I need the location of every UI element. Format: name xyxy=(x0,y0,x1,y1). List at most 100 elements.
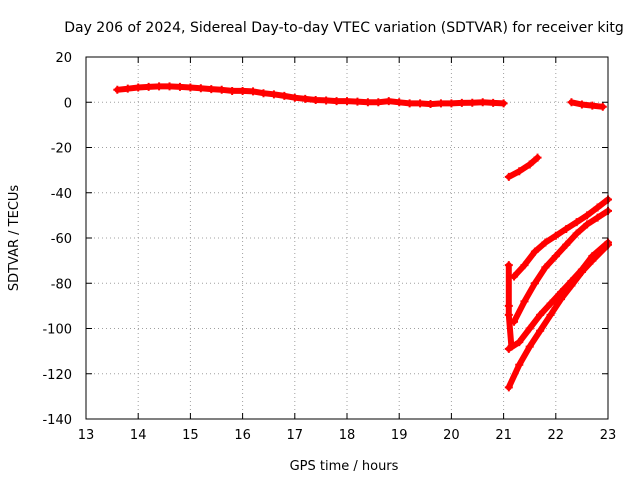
series-trace xyxy=(505,154,541,180)
x-tick-label: 18 xyxy=(339,428,356,443)
data-point xyxy=(504,383,513,392)
series-7 xyxy=(504,240,612,392)
data-point xyxy=(468,98,477,107)
x-tick-label: 13 xyxy=(78,428,95,443)
data-point xyxy=(546,299,555,308)
x-tick-label: 16 xyxy=(234,428,251,443)
data-point xyxy=(499,99,508,108)
data-point xyxy=(536,310,545,319)
data-point xyxy=(436,99,445,108)
data-point xyxy=(583,211,592,220)
data-point xyxy=(207,85,216,94)
data-point xyxy=(572,218,581,227)
data-point xyxy=(530,247,539,256)
data-point xyxy=(165,82,174,91)
y-axis-label: SDTVAR / TECUs xyxy=(7,185,22,292)
series-trace xyxy=(114,83,507,108)
y-tick-label: -40 xyxy=(51,187,72,202)
x-tick-label: 20 xyxy=(443,428,460,443)
data-point xyxy=(520,297,529,306)
data-point xyxy=(520,261,529,270)
y-tick-label: -100 xyxy=(42,323,72,338)
data-point xyxy=(395,98,404,107)
data-point xyxy=(384,97,393,106)
data-point xyxy=(457,98,466,107)
data-point xyxy=(577,100,586,109)
data-point xyxy=(577,267,586,276)
data-point xyxy=(322,96,331,105)
data-point xyxy=(541,263,550,272)
data-point xyxy=(416,99,425,108)
y-tick-label: -120 xyxy=(42,368,72,383)
data-point xyxy=(353,97,362,106)
data-point xyxy=(504,172,513,181)
data-point xyxy=(249,87,258,96)
data-point xyxy=(567,281,576,290)
data-point xyxy=(332,97,341,106)
data-point xyxy=(515,167,524,176)
chart-title: Day 206 of 2024, Sidereal Day-to-day VTE… xyxy=(64,20,624,36)
y-tick-label: 0 xyxy=(64,96,72,111)
y-tick-label: -80 xyxy=(51,277,72,292)
data-point xyxy=(343,97,351,106)
data-point xyxy=(447,99,456,108)
series-trace xyxy=(568,99,606,110)
data-point xyxy=(562,240,571,249)
data-point xyxy=(507,342,516,351)
series-trace xyxy=(505,262,515,350)
data-point xyxy=(536,326,545,335)
series-trace xyxy=(511,207,611,325)
data-point xyxy=(175,82,184,91)
data-point xyxy=(238,86,247,95)
data-point xyxy=(269,90,278,99)
y-tick-label: -20 xyxy=(51,142,72,157)
data-point xyxy=(530,279,539,288)
data-point xyxy=(301,94,310,103)
series-1 xyxy=(113,82,508,109)
data-point xyxy=(593,203,602,212)
y-tick-label: 20 xyxy=(55,51,72,66)
data-point xyxy=(515,360,524,369)
x-tick-label: 15 xyxy=(182,428,199,443)
data-point xyxy=(113,85,122,94)
data-point xyxy=(572,229,581,238)
data-point xyxy=(228,86,237,95)
data-point xyxy=(504,301,513,310)
data-point xyxy=(588,256,597,265)
data-point xyxy=(363,98,372,107)
x-tick-label: 19 xyxy=(391,428,408,443)
data-point xyxy=(562,224,571,233)
data-point xyxy=(280,91,289,100)
x-axis-ticks: 13 14 15 16 17 18 19 20 21 22 23 xyxy=(78,57,617,443)
data-series xyxy=(113,82,612,392)
data-point xyxy=(217,85,226,94)
data-point xyxy=(541,238,550,247)
x-tick-label: 17 xyxy=(287,428,304,443)
data-point xyxy=(290,93,299,102)
series-trace xyxy=(511,196,611,280)
data-point xyxy=(583,220,592,229)
y-tick-label: -140 xyxy=(42,413,72,428)
x-tick-label: 22 xyxy=(548,428,565,443)
data-point xyxy=(186,83,195,92)
data-point xyxy=(259,89,268,98)
data-point xyxy=(546,310,555,319)
grid-lines xyxy=(86,57,608,419)
data-point xyxy=(588,101,597,110)
series-3 xyxy=(504,153,542,181)
data-point xyxy=(557,295,566,304)
x-tick-label: 23 xyxy=(600,428,617,443)
y-tick-label: -60 xyxy=(51,232,72,247)
data-point xyxy=(525,324,534,333)
data-point xyxy=(515,338,524,347)
data-point xyxy=(551,231,560,240)
data-point xyxy=(525,160,534,169)
y-axis-ticks: 20 0 -20 -40 -60 -80 -100 -120 -140 xyxy=(42,51,608,428)
series-8 xyxy=(504,261,516,351)
series-2 xyxy=(567,98,607,111)
data-point xyxy=(374,98,383,107)
data-point xyxy=(533,153,542,162)
data-point xyxy=(504,261,513,270)
data-point xyxy=(426,100,435,109)
